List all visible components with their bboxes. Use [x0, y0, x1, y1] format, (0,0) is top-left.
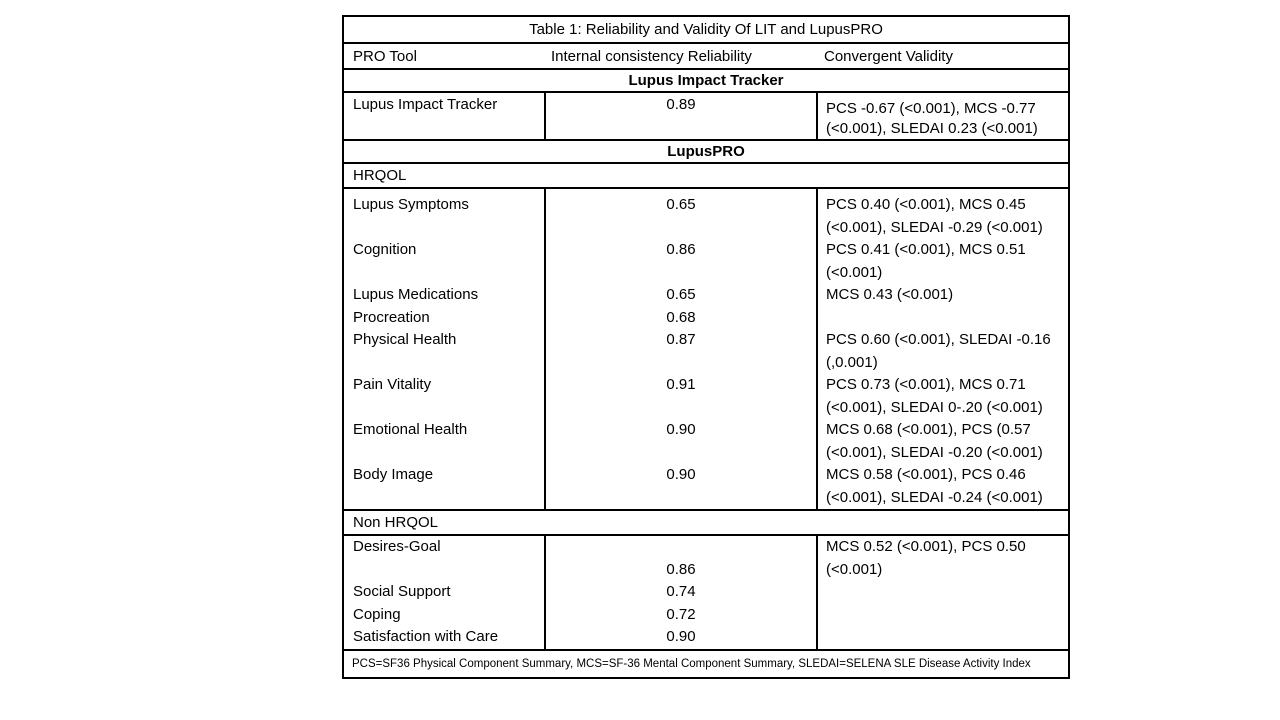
cell-label: Emotional Health: [353, 421, 468, 438]
cell-label: Satisfaction with Care: [353, 628, 499, 645]
cell-lit-value: 0.89: [544, 93, 816, 139]
cell-validity: MCS 0.52 (<0.001), PCS 0.50 (<0.001): [826, 538, 1026, 578]
cell-value: 0.90: [544, 464, 816, 509]
cell-value: 0.86: [544, 239, 816, 284]
cell-value: [546, 536, 816, 559]
cell-value: 0.87: [544, 329, 816, 374]
cell-value: 0.90: [544, 419, 816, 464]
cell-label: Procreation: [353, 308, 430, 326]
cell-label: Social Support: [353, 583, 451, 600]
cell-label: Physical Health: [353, 331, 457, 348]
section-heading-lit-text: Lupus Impact Tracker: [628, 72, 784, 89]
cell-validity: PCS 0.41 (<0.001), MCS 0.51 (<0.001): [816, 239, 1068, 284]
subsection-label-hrqol-text: HRQOL: [353, 167, 407, 184]
table-row: Emotional Health 0.90 MCS 0.68 (<0.001),…: [344, 419, 1068, 464]
cell-value: 0.68: [544, 306, 816, 329]
reliability-validity-table: Table 1: Reliability and Validity Of LIT…: [342, 15, 1070, 679]
cell-value: 0.90: [666, 628, 696, 645]
cell-label: Body Image: [353, 466, 434, 483]
table-header-row: PRO Tool Internal consistency Reliabilit…: [344, 44, 1068, 70]
cell-label: [353, 559, 544, 582]
cell-label: Pain Vitality: [353, 376, 432, 393]
table-row: Procreation 0.68: [344, 306, 1068, 329]
cell-label: Desires-Goal: [353, 538, 441, 555]
cell-validity: MCS 0.43 (<0.001): [816, 284, 1068, 307]
non-hrqol-rows-block: Desires-Goal Social Support Coping Satis…: [344, 536, 1068, 651]
cell-validity: PCS 0.60 (<0.001), SLEDAI -0.16 (,0.001): [816, 329, 1068, 374]
table-footnote-text: PCS=SF36 Physical Component Summary, MCS…: [352, 657, 1031, 670]
table-row: Lupus Medications 0.65 MCS 0.43 (<0.001): [344, 284, 1068, 307]
cell-validity: [816, 306, 1068, 329]
cell-lit-validity: PCS -0.67 (<0.001), MCS -0.77 (<0.001), …: [816, 93, 1068, 139]
cell-label: Coping: [353, 605, 401, 623]
non-hrqol-label-column: Desires-Goal Social Support Coping Satis…: [344, 536, 544, 649]
subsection-label-non-hrqol-text: Non HRQOL: [353, 514, 439, 531]
table-row-lit: Lupus Impact Tracker 0.89 PCS -0.67 (<0.…: [344, 93, 1068, 141]
non-hrqol-validity-column: MCS 0.52 (<0.001), PCS 0.50 (<0.001): [816, 536, 1068, 649]
cell-value: 0.74: [666, 583, 696, 600]
cell-label: Cognition: [353, 241, 417, 258]
cell-validity: PCS 0.40 (<0.001), MCS 0.45 (<0.001), SL…: [816, 189, 1068, 239]
table-row: Body Image 0.90 MCS 0.58 (<0.001), PCS 0…: [344, 464, 1068, 509]
section-heading-lupuspro-text: LupusPRO: [667, 143, 745, 160]
cell-value: 0.91: [544, 374, 816, 419]
cell-validity: MCS 0.68 (<0.001), PCS (0.57 (<0.001), S…: [816, 419, 1068, 464]
section-heading-lupuspro: LupusPRO: [344, 141, 1068, 164]
column-header-validity: Convergent Validity: [824, 47, 953, 65]
table-row: Lupus Symptoms 0.65 PCS 0.40 (<0.001), M…: [344, 189, 1068, 239]
cell-value: 0.86: [666, 560, 696, 578]
subsection-label-hrqol: HRQOL: [344, 164, 1068, 189]
subsection-label-non-hrqol: Non HRQOL: [344, 511, 1068, 536]
cell-value: 0.72: [666, 605, 696, 623]
cell-label: Lupus Symptoms: [353, 196, 469, 213]
cell-validity: PCS 0.73 (<0.001), MCS 0.71 (<0.001), SL…: [816, 374, 1068, 419]
non-hrqol-value-column: 0.86 0.74 0.72 0.90: [544, 536, 816, 649]
table-row: Cognition 0.86 PCS 0.41 (<0.001), MCS 0.…: [344, 239, 1068, 284]
column-header-pro-tool: PRO Tool: [353, 47, 417, 65]
cell-lit-label: Lupus Impact Tracker: [353, 96, 498, 113]
cell-value: 0.65: [544, 189, 816, 239]
table-footnote: PCS=SF36 Physical Component Summary, MCS…: [344, 651, 1068, 677]
table-row: Pain Vitality 0.91 PCS 0.73 (<0.001), MC…: [344, 374, 1068, 419]
section-heading-lit: Lupus Impact Tracker: [344, 70, 1068, 93]
table-row: Physical Health 0.87 PCS 0.60 (<0.001), …: [344, 329, 1068, 374]
table-title-text: Table 1: Reliability and Validity Of LIT…: [529, 21, 883, 38]
cell-value: 0.65: [544, 284, 816, 307]
cell-validity: MCS 0.58 (<0.001), PCS 0.46 (<0.001), SL…: [816, 464, 1068, 509]
hrqol-rows-block: Lupus Symptoms 0.65 PCS 0.40 (<0.001), M…: [344, 189, 1068, 511]
cell-label: Lupus Medications: [353, 286, 479, 303]
column-header-reliability: Internal consistency Reliability: [551, 47, 752, 65]
table-title: Table 1: Reliability and Validity Of LIT…: [344, 17, 1068, 44]
